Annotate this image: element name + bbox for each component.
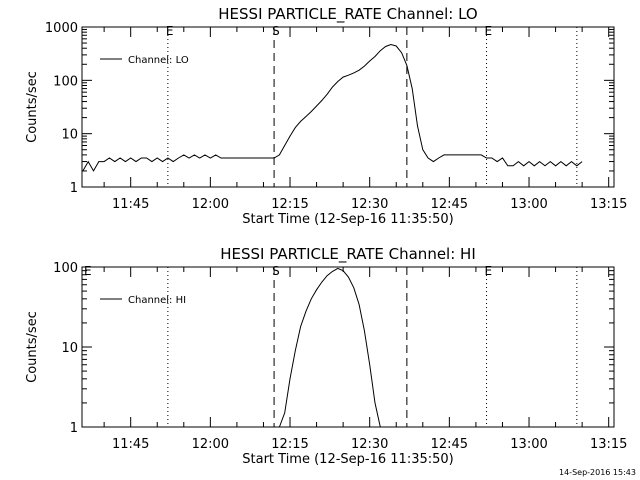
legend-label: Channel: HI bbox=[128, 295, 186, 306]
y-tick-label: 1 bbox=[70, 421, 78, 436]
event-marker-label: E bbox=[166, 24, 174, 38]
chart-title: HESSI PARTICLE_RATE Channel: HI bbox=[220, 245, 476, 264]
x-tick-label: 13:00 bbox=[510, 437, 547, 452]
event-marker-label: E bbox=[485, 24, 493, 38]
x-tick-label: 13:00 bbox=[510, 197, 547, 212]
plot-frame bbox=[81, 26, 615, 188]
plot-timestamp: 14-Sep-2016 15:43 bbox=[559, 468, 636, 477]
x-tick-label: 11:45 bbox=[112, 197, 149, 212]
y-axis-label: Counts/sec bbox=[25, 311, 40, 383]
event-marker-label: E bbox=[84, 264, 92, 278]
event-marker-label: S bbox=[272, 24, 280, 38]
x-tick-label: 13:15 bbox=[590, 437, 627, 452]
event-marker-label: E bbox=[485, 264, 493, 278]
x-tick-label: 11:45 bbox=[112, 437, 149, 452]
legend-label: Channel: LO bbox=[128, 55, 189, 66]
x-tick-label: 12:15 bbox=[271, 197, 308, 212]
x-axis-label: Start Time (12-Sep-16 11:35:50) bbox=[242, 452, 453, 467]
y-tick-label: 1 bbox=[70, 181, 78, 196]
x-axis-label: Start Time (12-Sep-16 11:35:50) bbox=[242, 212, 453, 227]
plot-panel-lo: HESSI PARTICLE_RATE Channel: LO 1 10 100 100… bbox=[25, 5, 627, 227]
y-tick-label: 100 bbox=[53, 261, 78, 276]
y-tick-label: 100 bbox=[53, 74, 78, 89]
x-tick-label: 12:00 bbox=[192, 197, 229, 212]
y-axis-label: Counts/sec bbox=[25, 71, 40, 143]
x-tick-label: 12:30 bbox=[351, 197, 388, 212]
y-tick-label: 10 bbox=[61, 128, 78, 143]
x-tick-label: 13:15 bbox=[590, 197, 627, 212]
y-tick-label: 10 bbox=[61, 341, 78, 356]
series-line bbox=[278, 267, 381, 428]
x-tick-label: 12:45 bbox=[431, 437, 468, 452]
plot-frame bbox=[81, 266, 615, 428]
event-marker-label: S bbox=[272, 264, 280, 278]
chart-title: HESSI PARTICLE_RATE Channel: LO bbox=[218, 5, 477, 24]
x-tick-label: 12:45 bbox=[431, 197, 468, 212]
x-tick-label: 12:30 bbox=[351, 437, 388, 452]
x-tick-label: 12:00 bbox=[192, 437, 229, 452]
series-line bbox=[82, 43, 583, 172]
plot-panel-hi: HESSI PARTICLE_RATE Channel: HI 1 10 100 Cou… bbox=[25, 245, 627, 467]
x-tick-label: 12:15 bbox=[271, 437, 308, 452]
y-tick-label: 1000 bbox=[45, 21, 78, 36]
